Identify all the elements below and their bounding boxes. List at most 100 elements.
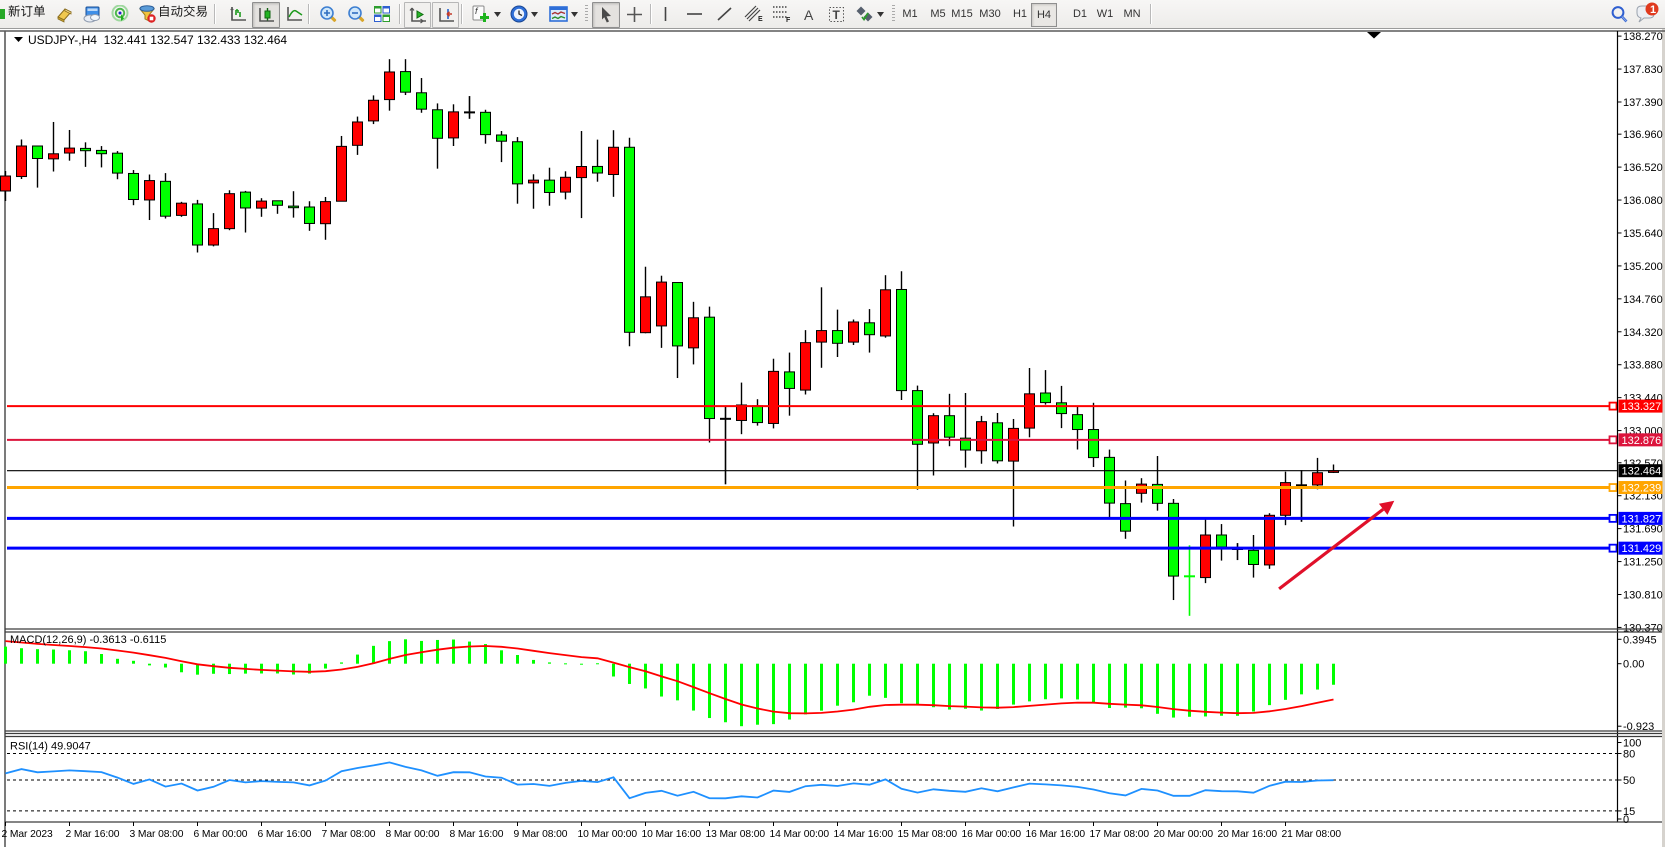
timeframe-mn[interactable]: MN (1123, 8, 1141, 20)
arrow-object-shaft[interactable] (1278, 508, 1385, 591)
candle-body (928, 415, 939, 444)
fibonacci-icon: F (772, 6, 791, 23)
text-button[interactable]: A (797, 2, 821, 26)
timeframe-d1[interactable]: D1 (1072, 8, 1088, 20)
bar-chart-button[interactable] (226, 2, 250, 26)
macd-histogram-bar (1252, 663, 1255, 712)
template-icon (548, 6, 568, 22)
auto-scroll-button[interactable] (404, 2, 431, 28)
new-order-label (8, 5, 46, 23)
candle-body (864, 322, 875, 336)
toolbar-grip[interactable] (892, 5, 895, 23)
macd-histogram-bar (564, 663, 567, 665)
autotrading-label (158, 5, 208, 23)
chat-bubble-icon: 1 (1636, 2, 1659, 23)
hline-marker[interactable] (1608, 513, 1618, 523)
time-axis-label: 14 Mar 16:00 (834, 829, 894, 840)
new-order-icon (0, 9, 5, 19)
chart-label-collapse-icon[interactable] (14, 37, 23, 42)
line-chart-button[interactable] (282, 2, 306, 26)
chart-canvas[interactable]: USDJPY-,H4 132.441 132.547 132.433 132.4… (0, 29, 1665, 847)
tile-windows-button[interactable] (369, 2, 395, 26)
vertical-line-icon (664, 7, 666, 21)
candle-body (800, 342, 811, 391)
timeframe-h4[interactable]: H4 (1031, 3, 1057, 27)
macd-histogram-bar (580, 663, 583, 665)
macd-histogram-bar (1156, 663, 1159, 714)
svg-text:F: F (786, 17, 791, 23)
hline-marker[interactable] (1608, 435, 1618, 445)
crosshair-button[interactable] (621, 2, 647, 26)
history-center-button[interactable] (52, 2, 76, 26)
search-button[interactable] (1606, 2, 1632, 26)
text-label-button[interactable]: T (824, 2, 849, 26)
macd-histogram-bar (644, 663, 647, 689)
candle-body (672, 282, 683, 347)
templates-button[interactable] (545, 2, 581, 26)
toolbar-separator (308, 4, 310, 24)
chart-window[interactable]: USDJPY-,H4 132.441 132.547 132.433 132.4… (0, 29, 1665, 847)
zoom-in-button[interactable] (315, 2, 341, 26)
hline-marker[interactable] (1608, 543, 1618, 553)
macd-histogram-bar (772, 663, 775, 725)
fibonacci-button[interactable]: F (768, 2, 796, 26)
zoom-in-icon (319, 5, 336, 22)
rsi-axis-label: 50 (1623, 775, 1635, 787)
timeframe-m30[interactable]: M30 (979, 8, 1001, 20)
timeframe-h1[interactable]: H1 (1012, 8, 1028, 20)
timeframe-m1[interactable]: M1 (902, 8, 918, 20)
time-axis-label: 2 Mar 16:00 (66, 829, 120, 840)
vertical-line-button[interactable] (653, 2, 677, 26)
news-window-icon (83, 6, 100, 22)
macd-histogram-bar (1108, 663, 1111, 709)
indicators-button[interactable]: f (468, 2, 504, 26)
macd-histogram-bar (756, 663, 759, 725)
macd-histogram-bar (900, 663, 903, 704)
news-window-button[interactable] (80, 2, 104, 26)
candle-body (32, 145, 43, 159)
trendline-button[interactable] (711, 2, 737, 26)
chart-shift-icon (438, 7, 454, 22)
horizontal-line-button[interactable] (681, 2, 707, 26)
macd-histogram-bar (532, 659, 535, 664)
autotrading-button[interactable] (157, 2, 209, 26)
new-order-chart-icon[interactable] (0, 2, 6, 26)
candle-body (944, 415, 955, 438)
equidistant-channel-button[interactable]: E (740, 2, 768, 26)
arrow-object-head[interactable] (1378, 500, 1395, 515)
timeframe-m15[interactable]: M15 (951, 8, 973, 20)
shift-marker-triangle[interactable] (1367, 32, 1381, 39)
toolbar-grip[interactable] (585, 5, 588, 23)
notifications-button[interactable]: 1 (1633, 2, 1661, 26)
tile-windows-icon (374, 6, 390, 22)
timeframe-w1[interactable]: W1 (1096, 8, 1114, 20)
zoom-out-button[interactable] (343, 2, 369, 26)
candle-body (1088, 429, 1099, 459)
macd-histogram-bar (1140, 663, 1143, 709)
candle-body (896, 288, 907, 392)
macd-layer (4, 639, 1335, 727)
hline-marker[interactable] (1608, 483, 1618, 492)
hline-marker[interactable] (1608, 401, 1618, 411)
rsi-axis-label: 0 (1623, 814, 1629, 826)
candle-body (880, 289, 891, 337)
candle-body (608, 146, 619, 176)
candle-body (1104, 456, 1115, 504)
chart-shift-button[interactable] (432, 2, 459, 28)
macd-histogram-bar (1044, 663, 1047, 700)
chevron-down-icon (494, 11, 501, 17)
autotrading-icon-button[interactable] (135, 2, 159, 26)
price-badge-132.239-text: 132.239 (1622, 483, 1662, 495)
candle-body (96, 149, 107, 155)
timeframe-m5[interactable]: M5 (930, 8, 946, 20)
macd-histogram-bar (452, 639, 455, 664)
candlestick-chart-button[interactable] (252, 2, 280, 28)
macd-histogram-bar (372, 645, 375, 664)
cursor-button[interactable] (592, 2, 620, 28)
macd-histogram-bar (836, 663, 839, 706)
arrows-button[interactable] (851, 2, 887, 26)
search-icon (1611, 5, 1627, 22)
new-order-button[interactable] (6, 2, 48, 26)
periods-button[interactable] (506, 2, 542, 26)
market-watch-button[interactable] (108, 2, 132, 26)
